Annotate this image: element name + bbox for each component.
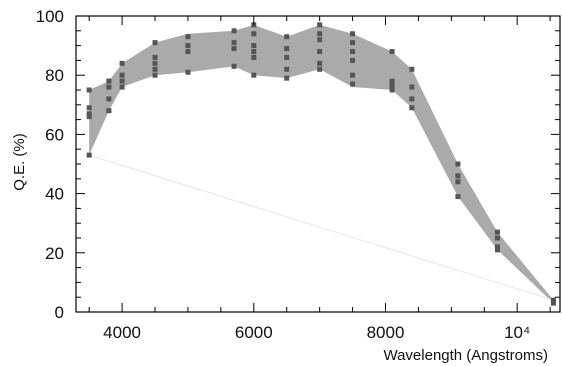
data-point	[389, 49, 395, 55]
data-point	[317, 22, 323, 28]
data-point	[350, 40, 356, 46]
data-point	[152, 72, 158, 78]
data-point	[389, 78, 395, 84]
data-point	[86, 152, 92, 158]
y-tick-label: 60	[45, 125, 64, 144]
data-point	[389, 84, 395, 90]
data-point	[317, 66, 323, 72]
data-point	[317, 49, 323, 55]
data-point	[152, 40, 158, 46]
data-point	[185, 49, 191, 55]
data-point	[389, 87, 395, 93]
faint-line-layer	[89, 154, 554, 301]
data-point	[231, 63, 237, 69]
data-point	[494, 244, 500, 250]
data-point	[389, 81, 395, 87]
y-tick-label: 100	[36, 7, 64, 26]
qe-range-band	[89, 24, 554, 304]
y-tick-label: 80	[45, 66, 64, 85]
data-point	[350, 57, 356, 63]
y-tick-label: 0	[55, 303, 64, 322]
data-point	[152, 60, 158, 66]
data-point	[317, 31, 323, 37]
data-point	[119, 78, 125, 84]
data-point	[455, 173, 461, 179]
data-point	[152, 54, 158, 60]
data-point	[251, 54, 257, 60]
data-point	[86, 105, 92, 111]
x-tick-label: 8000	[367, 323, 405, 342]
data-point	[106, 84, 112, 90]
data-point	[284, 66, 290, 72]
data-point	[231, 28, 237, 34]
data-point	[455, 161, 461, 167]
data-point	[86, 114, 92, 120]
data-point	[455, 194, 461, 200]
y-axis-label: Q.E. (%)	[11, 133, 28, 191]
data-point	[231, 46, 237, 52]
data-point	[251, 31, 257, 37]
data-point	[284, 54, 290, 60]
data-point	[106, 96, 112, 102]
x-tick-label: 10⁴	[504, 323, 530, 342]
data-point	[284, 46, 290, 52]
data-point	[119, 72, 125, 78]
data-point	[119, 60, 125, 66]
data-point	[409, 96, 415, 102]
x-tick-label: 4000	[103, 323, 141, 342]
data-point	[494, 229, 500, 235]
data-point	[317, 37, 323, 43]
data-point	[409, 84, 415, 90]
qe-band-layer	[89, 24, 554, 304]
faint-reference-line	[89, 154, 554, 301]
data-point	[317, 60, 323, 66]
data-point	[185, 43, 191, 49]
data-point	[494, 235, 500, 241]
data-point	[106, 108, 112, 114]
data-point	[350, 72, 356, 78]
x-tick-label: 6000	[235, 323, 273, 342]
x-axis-label: Wavelength (Angstroms)	[383, 347, 548, 364]
data-point	[86, 111, 92, 117]
data-point	[185, 69, 191, 75]
y-tick-label: 40	[45, 185, 64, 204]
data-point	[409, 105, 415, 111]
data-point	[251, 49, 257, 55]
y-tick-label: 20	[45, 244, 64, 263]
data-point	[119, 84, 125, 90]
data-point	[106, 78, 112, 84]
data-point	[152, 66, 158, 72]
data-points-layer	[86, 22, 556, 306]
data-point	[409, 66, 415, 72]
data-point	[231, 40, 237, 46]
data-point	[550, 300, 556, 306]
data-point	[251, 72, 257, 78]
data-point	[86, 87, 92, 93]
data-point	[284, 75, 290, 81]
data-point	[185, 34, 191, 40]
data-point	[350, 81, 356, 87]
axis-ticks	[76, 15, 560, 313]
data-point	[455, 179, 461, 185]
data-point	[284, 34, 290, 40]
data-point	[350, 31, 356, 37]
tick-labels: 4000 6000 8000 10⁴ 0 20 40 60 80 100	[36, 7, 531, 342]
data-point	[550, 297, 556, 303]
data-point	[251, 43, 257, 49]
data-point	[494, 247, 500, 253]
data-point	[350, 49, 356, 55]
